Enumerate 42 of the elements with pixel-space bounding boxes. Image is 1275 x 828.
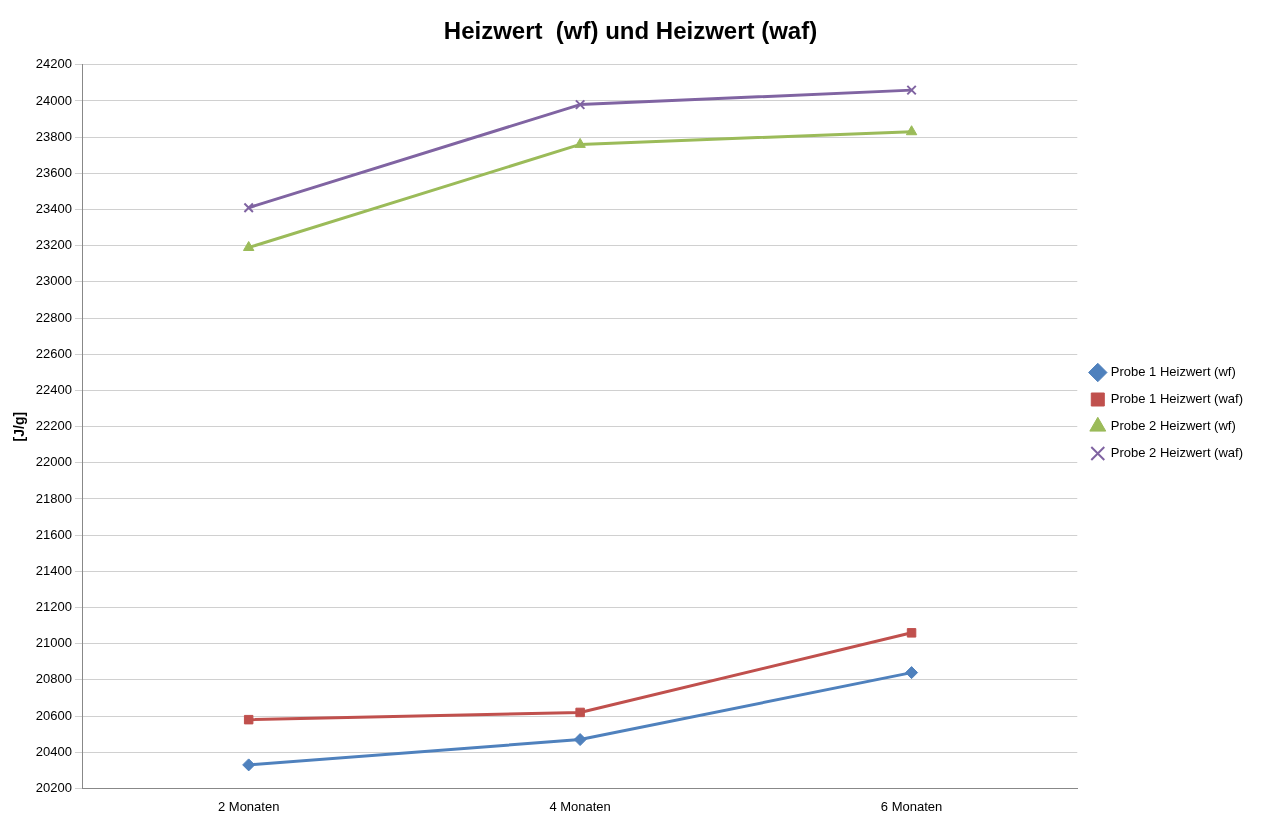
y-tick-label: 21600 [35,526,72,542]
point [906,84,917,96]
point [906,628,917,638]
y-tick-label: 22000 [35,454,72,470]
point [574,137,586,148]
y-tick-label: 24000 [35,92,72,108]
point [574,99,586,110]
legend-label: Probe 2 Heizwert (waf) [1110,445,1244,461]
y-tick-label: 22600 [35,345,72,361]
y-tick-label: 23000 [35,273,72,289]
x-tick-label: 6 Monaten [880,798,943,814]
point [242,241,255,252]
y-tick-label: 23800 [35,128,72,144]
y-tick-label: 21200 [35,599,72,615]
legend-label: Probe 1 Heizwert (waf) [1110,391,1244,407]
legend-label: Probe 1 Heizwert (wf) [1110,364,1236,380]
y-tick-label: 20200 [35,779,72,795]
point [243,714,254,725]
y-tick-label: 21800 [35,490,72,506]
x-tick-label: 2 Monaten [217,798,280,814]
point [243,202,254,213]
point [242,758,256,772]
y-tick-label: 20400 [35,743,72,759]
y-tick-label: 22200 [35,418,72,434]
y-tick-label: 21400 [35,562,72,578]
point [905,666,919,680]
chart-title: Heizwert (wf) und Heizwert (waf) [443,17,818,45]
legend-label: Probe 2 Heizwert (wf) [1110,418,1236,434]
y-tick-label: 22800 [35,309,72,325]
y-tick-label: 23600 [35,164,72,180]
y-tick-label: 22400 [35,382,72,397]
y-tick-label: 24200 [35,56,72,72]
y-tick-label: 21000 [35,635,72,651]
point [575,707,585,718]
y-tick-label: 20600 [35,707,72,723]
y-tick-label: 23200 [35,237,72,253]
point [573,733,587,747]
point [905,125,918,136]
x-tick-label: 4 Monaten [549,798,611,814]
y-tick-label: 23400 [35,201,72,217]
y-axis-title: [J/g] [11,411,28,442]
y-tick-label: 20800 [35,671,72,687]
